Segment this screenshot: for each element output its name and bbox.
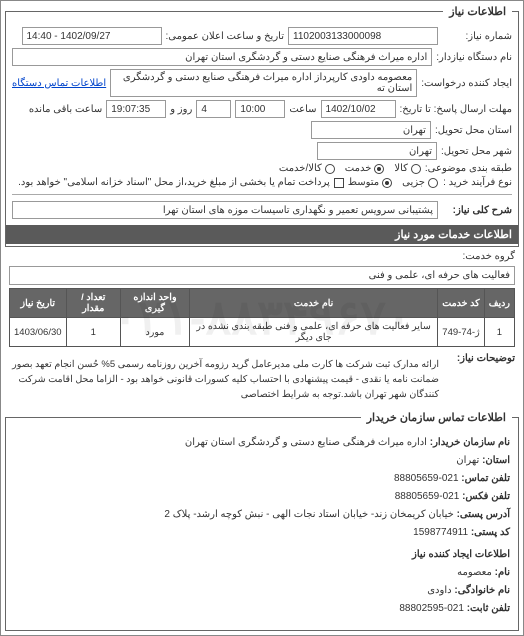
category-group: کالا خدمت کالا/خدمت xyxy=(279,163,421,174)
value-city: تهران xyxy=(317,142,437,160)
table-header: تاریخ نیاز xyxy=(10,289,67,318)
label-remain: ساعت باقی مانده xyxy=(29,104,102,115)
table-cell: 1 xyxy=(484,318,514,347)
value-remain-time: 19:07:35 xyxy=(106,100,166,118)
label-explain: توضیحات نیاز: xyxy=(445,353,515,364)
c-val-tel: 021-88805659 xyxy=(394,473,459,484)
value-deadline-date: 1402/10/02 xyxy=(321,100,396,118)
value-org: اداره میراث فرهنگی صنایع دستی و گردشگری … xyxy=(12,48,432,66)
value-title: پشتیبانی سرویس تعمیر و نگهداری تاسیسات م… xyxy=(12,201,438,219)
c-val-prov: تهران xyxy=(456,455,479,466)
explain-text: ارائه مدارک ثبت شرکت ها کارت ملی مدیرعام… xyxy=(9,353,441,407)
label-requester: ایجاد کننده درخواست: xyxy=(421,78,512,89)
c-label-prov: استان: xyxy=(482,455,510,466)
c-val-fax: 021-88805659 xyxy=(395,491,460,502)
c-val-postal: 1598774911 xyxy=(413,527,468,538)
c-val-org: اداره میراث فرهنگی صنایع دستی و گردشگری … xyxy=(185,437,427,448)
value-service-group: فعالیت های حرفه ای، علمی و فنی xyxy=(9,266,515,285)
c-val-phone: 021-88802595 xyxy=(399,603,464,614)
c-label-addr: آدرس پستی: xyxy=(457,509,510,520)
label-title: شرح کلی نیاز: xyxy=(442,205,512,216)
c-label-fax: تلفن فکس: xyxy=(462,491,510,502)
table-header: ردیف xyxy=(484,289,514,318)
pay-note-checkbox[interactable] xyxy=(334,178,344,188)
label-category: طبقه بندی موضوعی: xyxy=(425,163,512,174)
label-city: شهر محل تحویل: xyxy=(441,146,512,157)
table-cell: 1 xyxy=(66,318,120,347)
value-province: تهران xyxy=(311,121,431,139)
page-root: ۰۲۱-۸۸۳۴۹۶۷۰ اطلاعات نیاز شماره نیاز: 11… xyxy=(0,0,524,636)
label-and: روز و xyxy=(170,104,192,115)
value-remain-days: 4 xyxy=(196,100,231,118)
table-header: تعداد / مقدار xyxy=(66,289,120,318)
value-pub-date: 14:40 - 1402/09/27 xyxy=(22,27,162,45)
label-deadline: مهلت ارسال پاسخ: تا تاریخ: xyxy=(400,104,512,115)
label-pub-date: تاریخ و ساعت اعلان عمومی: xyxy=(166,31,285,42)
label-service-group: گروه خدمت: xyxy=(445,251,515,262)
label-time: ساعت xyxy=(289,104,316,115)
radio-medium[interactable]: متوسط xyxy=(348,177,392,188)
table-row: 1ژ-74-749سایر فعالیت های حرفه ای، علمی و… xyxy=(10,318,515,347)
table-cell: مورد xyxy=(120,318,189,347)
need-info-panel: اطلاعات نیاز شماره نیاز: 110200313300009… xyxy=(5,5,519,247)
contact-legend: اطلاعات تماس سازمان خریدار xyxy=(361,411,512,424)
label-org: نام دستگاه نیازدار: xyxy=(436,52,512,63)
radio-service[interactable]: خدمت xyxy=(345,163,385,174)
table-header: نام خدمت xyxy=(189,289,437,318)
need-info-legend: اطلاعات نیاز xyxy=(443,5,512,18)
table-cell: سایر فعالیت های حرفه ای، علمی و فنی طبقه… xyxy=(189,318,437,347)
radio-goods[interactable]: کالا xyxy=(394,163,421,174)
table-header: واحد اندازه گیری xyxy=(120,289,189,318)
value-requester: معصومه داودی کارپرداز اداره میراث فرهنگی… xyxy=(110,69,417,97)
c-label-phone: تلفن ثابت: xyxy=(467,603,510,614)
label-province: استان محل تحویل: xyxy=(435,125,512,136)
value-deadline-time: 10:00 xyxy=(235,100,285,118)
contact-link[interactable]: اطلاعات تماس دستگاه xyxy=(12,78,106,89)
table-cell: ژ-74-749 xyxy=(438,318,484,347)
radio-goods-service[interactable]: کالا/خدمت xyxy=(279,163,335,174)
c-label-org: نام سازمان خریدار: xyxy=(430,437,510,448)
services-table: ردیفکد خدمتنام خدمتواحد اندازه گیریتعداد… xyxy=(9,288,515,347)
contact-panel: اطلاعات تماس سازمان خریدار نام سازمان خر… xyxy=(5,411,519,631)
radio-small[interactable]: جزیی xyxy=(402,177,438,188)
c-label-family: نام خانوادگی: xyxy=(454,585,510,596)
c-val-family: داودی xyxy=(427,585,451,596)
services-header: اطلاعات خدمات مورد نیاز xyxy=(6,225,518,244)
value-req-no: 1102003133000098 xyxy=(288,27,438,45)
table-cell: 1403/06/30 xyxy=(10,318,67,347)
pay-note-wrap: پرداخت تمام یا بخشی از مبلغ خرید،از محل … xyxy=(18,177,344,188)
label-req-no: شماره نیاز: xyxy=(442,31,512,42)
buy-type-group: جزیی متوسط xyxy=(348,177,438,188)
c-label-postal: کد پستی: xyxy=(471,527,510,538)
c-label-tel: تلفن تماس: xyxy=(461,473,510,484)
c-val-addr: خیابان کریمخان زند- خیابان استاد نجات ال… xyxy=(164,509,453,520)
services-section: گروه خدمت: فعالیت های حرفه ای، علمی و فن… xyxy=(1,251,523,407)
c-label-creator: اطلاعات ایجاد کننده نیاز xyxy=(14,546,510,564)
table-header: کد خدمت xyxy=(438,289,484,318)
label-buy-type: نوع فرآیند خرید : xyxy=(442,177,512,188)
pay-note-text: پرداخت تمام یا بخشی از مبلغ خرید،از محل … xyxy=(18,177,330,188)
